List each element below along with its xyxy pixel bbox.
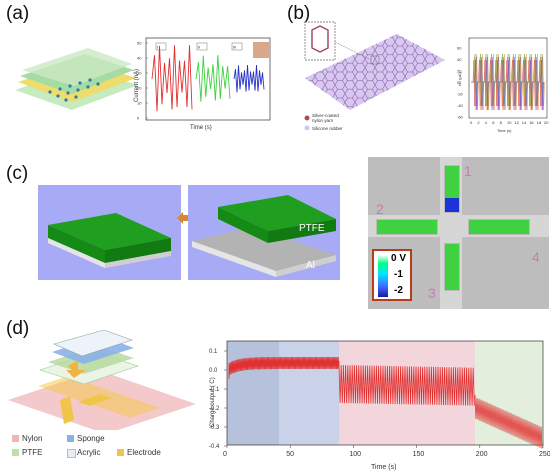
b-xtick-label: 0 [470, 120, 473, 125]
scale-label-0: 0 V [391, 253, 407, 264]
panel-d-label: (d) [6, 318, 30, 339]
svg-text:Charge output ( C): Charge output ( C) [210, 377, 216, 427]
svg-text:Time (s): Time (s) [190, 125, 212, 131]
d-region3-signal [474, 395, 543, 449]
d-ytick-label: 0.0 [209, 368, 218, 374]
a-ytick-label: 30 [137, 71, 142, 76]
legend-nylon: Nylon [22, 434, 43, 443]
a-ytick-label: 50 [137, 41, 142, 46]
pixel-number-4: 4 [532, 249, 540, 265]
b-ytick-label: 20 [457, 69, 462, 74]
d-region1-signal [228, 356, 340, 379]
panel-c-pixel-4 [468, 219, 530, 235]
legend-swatch-electrode [117, 449, 124, 456]
d-ytick-label: -0.2 [209, 406, 220, 412]
d-xtick-label: 250 [539, 451, 550, 458]
legend-swatch-acrylic [67, 449, 76, 458]
d-ytick-label: -0.1 [209, 387, 220, 393]
color-scale-bar [378, 255, 388, 297]
a-ytick-label: 0 [137, 116, 140, 121]
d-xtick-label: 150 [413, 451, 425, 458]
legend-acrylic: Acrylic [77, 448, 101, 457]
panel-c-device-left [38, 185, 181, 280]
b-xtick-label: 18 [537, 120, 542, 125]
panel-b-mesh-illustration [304, 21, 445, 130]
b-xtick-label: 2 [477, 120, 480, 125]
panel-c-pixel-map: 1 2 3 4 0 V -1 -2 [368, 157, 549, 309]
svg-text:Current (nA): Current (nA) [134, 69, 140, 102]
d-ytick-label: -0.4 [209, 444, 220, 450]
b-xtick-label: 4 [485, 120, 488, 125]
pixel-number-1: 1 [464, 163, 472, 179]
pixel-number-3: 3 [428, 285, 436, 301]
panel-c-pixel-1 [444, 165, 460, 213]
svg-text:I: I [157, 45, 158, 50]
svg-text:Time (s): Time (s) [497, 128, 512, 133]
panel-b-legend-item1: Silver-coated nylon yarn [312, 113, 339, 123]
d-ytick-label: -0.3 [209, 425, 220, 431]
b-xtick-label: 14 [522, 120, 527, 125]
d-region2-signal [338, 361, 475, 406]
panel-c-pixel-3 [444, 243, 460, 291]
svg-text:III: III [233, 45, 236, 50]
b-ytick-label: -40 [457, 103, 464, 108]
panel-a-device-illustration [15, 48, 138, 110]
b-xtick-label: 6 [492, 120, 495, 125]
panel-d-chart: Charge output ( C) Time (s) 0 50 100 150 200… [209, 340, 550, 471]
b-ytick-label: -20 [457, 92, 464, 97]
a-ytick-label: 40 [137, 56, 142, 61]
panel-b-chart: Isc (μA) Time (s) 0 2 4 6 8 10 12 14 16 18 20 6040… [457, 37, 549, 133]
b-ytick-label: -60 [457, 115, 464, 120]
legend-swatch-nylon [12, 435, 19, 442]
pixel-number-2: 2 [376, 201, 384, 217]
panel-d-device-illustration [8, 330, 196, 430]
b-ytick-label: 40 [457, 57, 462, 62]
a-ytick-label: 10 [137, 101, 142, 106]
d-xtick-label: 100 [349, 451, 361, 458]
legend-swatch-sponge [67, 435, 74, 442]
svg-text:II: II [198, 45, 200, 50]
a-series-line [195, 55, 231, 102]
d-xtick-label: 0 [223, 451, 227, 458]
panel-c-device-right [188, 185, 340, 280]
svg-text:Isc (μA): Isc (μA) [457, 71, 462, 86]
panel-b-label: (b) [287, 3, 311, 24]
scale-label-2: -2 [394, 285, 403, 296]
a-series-line [151, 45, 193, 112]
b-ytick-label: 60 [457, 46, 462, 51]
d-xtick-label: 200 [476, 451, 488, 458]
panel-c-label: (c) [6, 163, 29, 184]
d-ytick-label: 0.1 [209, 349, 218, 355]
a-series-line [233, 64, 265, 93]
panel-d-legend: Nylon Sponge PTFE Acrylic Electrode [10, 434, 205, 470]
legend-ptfe: PTFE [22, 448, 43, 457]
panel-a-label: (a) [6, 3, 30, 24]
panel-b-legend-item2: Silicone rubber [312, 126, 343, 131]
b-xtick-label: 12 [514, 120, 519, 125]
panel-c-pixel-2 [376, 219, 438, 235]
b-series-line [471, 53, 545, 111]
b-xtick-label: 8 [500, 120, 503, 125]
panel-c-ptfe-label: PTFE [299, 223, 325, 234]
d-xtick-label: 50 [286, 451, 294, 458]
panel-c-pixel-1-low-region [445, 198, 459, 212]
panel-c-color-scale: 0 V -1 -2 [372, 249, 412, 301]
b-ytick-label: 0 [457, 80, 460, 85]
panel-a-chart: Current (nA) Time (s) 0 10 20 30 40 50 I II I… [134, 37, 271, 131]
legend-swatch-ptfe [12, 449, 19, 456]
a-ytick-label: 20 [137, 86, 142, 91]
b-xtick-label: 10 [507, 120, 512, 125]
b-xtick-label: 16 [529, 120, 534, 125]
b-xtick-label: 20 [544, 120, 549, 125]
legend-sponge: Sponge [77, 434, 105, 443]
legend-electrode: Electrode [127, 448, 161, 457]
panel-c-al-label: Al [306, 260, 315, 271]
svg-text:Time (s): Time (s) [371, 464, 396, 471]
scale-label-1: -1 [394, 269, 403, 280]
